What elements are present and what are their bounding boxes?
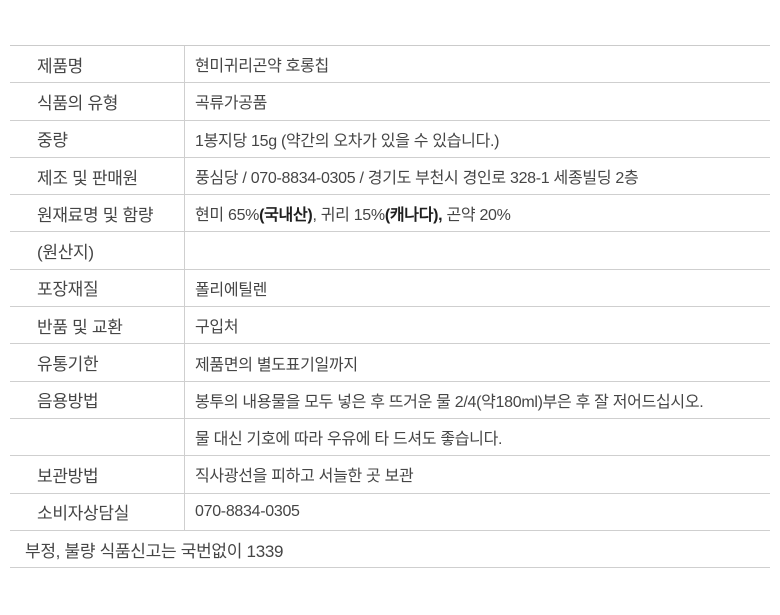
row-label: 중량 [10, 120, 185, 157]
row-value: 1봉지당 15g (약간의 오차가 있을 수 있습니다.) [195, 132, 500, 150]
table-row-product-name: 제품명 현미귀리곤약 호롱칩 [10, 46, 770, 84]
row-label: 원재료명 및 함량 [10, 195, 185, 232]
row-value: 제품면의 별도표기일까지 [195, 356, 358, 374]
row-label: 음용방법 [10, 381, 185, 418]
row-label: 식품의 유형 [10, 83, 185, 120]
ingredient-origin-segment: (국내산) [259, 207, 313, 225]
row-label: 유통기한 [10, 344, 185, 381]
row-value: 현미귀리곤약 호롱칩 [195, 58, 329, 76]
row-label: 소비자상담실 [10, 493, 185, 530]
table-row-packaging: 포장재질 폴리에틸렌 [10, 269, 770, 308]
row-label: (원산지) [10, 232, 185, 269]
row-label: 반품 및 교환 [10, 307, 185, 344]
row-value: 현미 65%(국내산), 귀리 15%(캐나다), 곤약 20% [185, 201, 770, 225]
table-row-returns: 반품 및 교환 구입처 [10, 307, 770, 345]
product-spec-table: 제품명 현미귀리곤약 호롱칩 식품의 유형 곡류가공품 중량 1봉지당 15g … [10, 45, 770, 569]
table-row-report-notice: 부정, 불량 식품신고는 국번없이 1339 [10, 531, 770, 569]
table-row-directions-2: 물 대신 기호에 따라 우유에 타 드셔도 좋습니다. [10, 418, 770, 457]
row-value: 직사광선을 피하고 서늘한 곳 보관 [195, 468, 414, 486]
row-value: 곡류가공품 [195, 95, 268, 113]
table-row-manufacturer: 제조 및 판매원 풍심당 / 070-8834-0305 / 경기도 부천시 경… [10, 157, 770, 196]
ingredient-segment: 곤약 20% [442, 207, 511, 225]
ingredient-segment: , 귀리 15% [312, 207, 385, 225]
table-row-customer-service: 소비자상담실 070-8834-0305 [10, 493, 770, 531]
table-row-ingredients: 원재료명 및 함량 현미 65%(국내산), 귀리 15%(캐나다), 곤약 2… [10, 195, 770, 233]
row-value: 봉투의 내용물을 모두 넣은 후 뜨거운 물 2/4(약180ml)부은 후 잘… [195, 393, 704, 411]
table-row-expiry: 유통기한 제품면의 별도표기일까지 [10, 344, 770, 382]
ingredient-origin-segment: (캐나다), [384, 207, 443, 225]
row-value: 풍심당 / 070-8834-0305 / 경기도 부천시 경인로 328-1 … [195, 170, 639, 188]
row-label: 제품명 [10, 46, 185, 83]
row-label: 포장재질 [10, 269, 185, 307]
row-value: 물 대신 기호에 따라 우유에 타 드셔도 좋습니다. [195, 431, 503, 449]
ingredient-segment: 현미 65% [195, 207, 260, 225]
row-value: 구입처 [195, 319, 239, 337]
row-label: 제조 및 판매원 [10, 157, 185, 195]
table-row-origin: (원산지) [10, 232, 770, 270]
table-row-storage: 보관방법 직사광선을 피하고 서늘한 곳 보관 [10, 456, 770, 494]
table-row-directions-1: 음용방법 봉투의 내용물을 모두 넣은 후 뜨거운 물 2/4(약180ml)부… [10, 381, 770, 419]
row-value: 폴리에틸렌 [195, 281, 268, 299]
table-row-weight: 중량 1봉지당 15g (약간의 오차가 있을 수 있습니다.) [10, 120, 770, 158]
row-label [10, 418, 185, 456]
report-notice-text: 부정, 불량 식품신고는 국번없이 1339 [25, 541, 284, 561]
row-value: 070-8834-0305 [195, 502, 300, 520]
row-label: 보관방법 [10, 456, 185, 493]
table-row-food-type: 식품의 유형 곡류가공품 [10, 83, 770, 121]
